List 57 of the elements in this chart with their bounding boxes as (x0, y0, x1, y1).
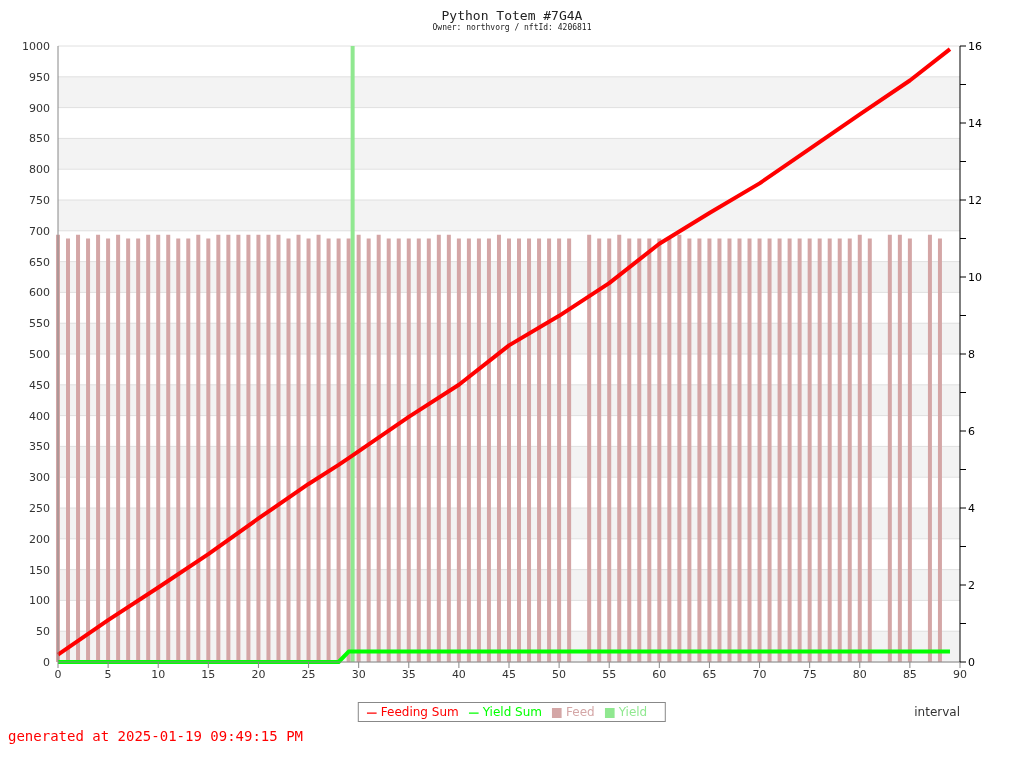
x-axis-title: interval (914, 705, 960, 719)
y-tick-label: 550 (29, 317, 50, 331)
x-tick-label: 45 (502, 667, 516, 681)
y-tick-label: 450 (29, 378, 50, 392)
y-tick-label: 0 (43, 655, 50, 669)
x-tick-label: 60 (652, 667, 667, 681)
chart-subtitle: Owner: northvorg / nftId: 4206811 (431, 23, 593, 32)
text: generated at 2025-01-19 09:49:15 PM (8, 728, 304, 744)
y-tick-label: 900 (29, 101, 50, 115)
y-tick-label: 750 (29, 193, 50, 207)
y-tick-label: 650 (29, 255, 50, 269)
x-tick-label: 50 (552, 667, 567, 681)
y-tick-label: 950 (29, 70, 50, 84)
y2-tick-label: 4 (968, 501, 975, 515)
x-tick-label: 35 (401, 667, 416, 681)
y-tick-label: 350 (29, 440, 50, 454)
y2-tick-label: 16 (968, 39, 982, 53)
y-tick-label: 250 (29, 501, 50, 515)
y-tick-label: 150 (29, 563, 50, 577)
x-tick-label: 30 (351, 667, 366, 681)
y2-tick-label: 14 (968, 116, 982, 130)
x-tick-label: 55 (602, 667, 617, 681)
chart-title: Python Totem #7G4A (441, 8, 583, 23)
x-tick-label: 70 (752, 667, 767, 681)
x-tick-label: 25 (301, 667, 316, 681)
y-tick-label: 50 (36, 625, 50, 639)
x-tick-label: 80 (852, 667, 867, 681)
y2-tick-label: 2 (968, 578, 975, 592)
y-tick-label: 500 (29, 347, 50, 361)
y-tick-label: 600 (29, 286, 50, 300)
y-tick-label: 200 (29, 532, 50, 546)
y2-tick-label: 10 (968, 270, 982, 284)
y-tick-label: 700 (29, 224, 50, 238)
y-tick-label: 850 (29, 132, 50, 146)
x-tick-label: 10 (151, 667, 166, 681)
x-tick-label: 40 (451, 667, 466, 681)
y-tick-label: 1000 (22, 39, 50, 53)
y-tick-label: 100 (29, 594, 50, 608)
y2-tick-label: 0 (968, 655, 975, 669)
x-tick-label: 75 (802, 667, 817, 681)
y2-tick-label: 6 (968, 424, 975, 438)
x-tick-label: 5 (104, 667, 112, 681)
y2-tick-label: 8 (968, 347, 975, 361)
x-tick-label: 20 (251, 667, 266, 681)
legend-label: Yield Sum (482, 705, 542, 719)
x-tick-label: 85 (902, 667, 917, 681)
x-tick-label: 15 (201, 667, 216, 681)
y-tick-label: 400 (29, 409, 50, 423)
legend-label: Feeding Sum (380, 705, 459, 719)
y-tick-label: 300 (29, 471, 50, 485)
x-tick-label: 0 (54, 667, 62, 681)
legend-label: Feed (566, 705, 595, 719)
legend-label: Yield (618, 705, 648, 719)
x-tick-label: 65 (702, 667, 717, 681)
y-tick-label: 800 (29, 163, 50, 177)
y2-tick-label: 12 (968, 193, 982, 207)
x-tick-label: 90 (953, 667, 967, 681)
